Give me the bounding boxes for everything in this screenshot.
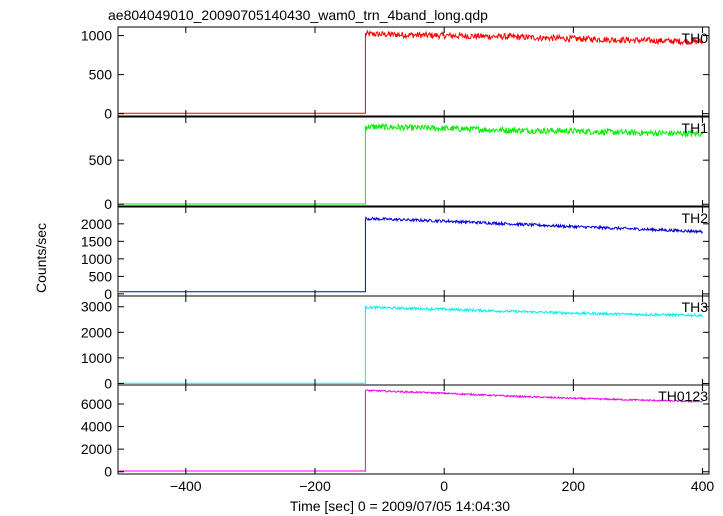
y-axis-label: Counts/sec bbox=[33, 223, 49, 293]
y-tick-label: 1500 bbox=[81, 233, 112, 249]
panel-th0123: 0 2000 4000 6000 TH0123 bbox=[81, 384, 710, 480]
panel-frame bbox=[117, 384, 710, 475]
panel-label: TH0123 bbox=[658, 388, 708, 404]
y-tick-label: 500 bbox=[89, 268, 113, 284]
series-line-th2 bbox=[119, 215, 703, 293]
y-tick-label: 500 bbox=[89, 152, 113, 168]
panel-label: TH2 bbox=[682, 210, 709, 226]
x-tick-label: −400 bbox=[170, 478, 202, 494]
panel-label: TH1 bbox=[682, 120, 709, 136]
y-tick-label: 0 bbox=[104, 196, 112, 212]
panel-label: TH0 bbox=[682, 30, 709, 46]
x-tick-label: 400 bbox=[691, 478, 715, 494]
y-tick-label: 2000 bbox=[81, 324, 112, 340]
series-line-th3 bbox=[119, 305, 703, 384]
y-tick-label: 6000 bbox=[81, 396, 112, 412]
y-tick-label: 1000 bbox=[81, 251, 112, 267]
panel-th3: 0 1000 2000 3000 TH3 bbox=[81, 295, 710, 391]
y-tick-label: 2000 bbox=[81, 216, 112, 232]
y-tick-label: 0 bbox=[104, 375, 112, 391]
x-tick-label: 200 bbox=[562, 478, 586, 494]
series-line-th0 bbox=[119, 29, 703, 114]
series-line-th0123 bbox=[119, 389, 703, 472]
x-axis-label: Time [sec] 0 = 2009/07/05 14:04:30 bbox=[290, 498, 510, 514]
y-tick-label: 0 bbox=[104, 286, 112, 302]
panel-frame bbox=[117, 26, 710, 117]
y-tick-label: 3000 bbox=[81, 299, 112, 315]
y-tick-label: 0 bbox=[104, 106, 112, 122]
chart-title: ae804049010_20090705140430_wam0_trn_4ban… bbox=[108, 7, 488, 23]
y-tick-label: 4000 bbox=[81, 419, 112, 435]
y-tick-label: 500 bbox=[89, 67, 113, 83]
panel-th1: 0 500 TH1 bbox=[89, 116, 710, 212]
y-tick-label: 0 bbox=[104, 464, 112, 480]
y-tick-label: 1000 bbox=[81, 28, 112, 44]
panel-frame bbox=[117, 116, 710, 207]
y-tick-label: 1000 bbox=[81, 350, 112, 366]
series-line-th1 bbox=[119, 122, 703, 205]
y-tick-label: 2000 bbox=[81, 441, 112, 457]
panel-th0: 0 500 1000 TH0 bbox=[81, 26, 710, 122]
x-tick-label: 0 bbox=[440, 478, 448, 494]
x-tick-label: −200 bbox=[299, 478, 331, 494]
panel-label: TH3 bbox=[682, 299, 709, 315]
